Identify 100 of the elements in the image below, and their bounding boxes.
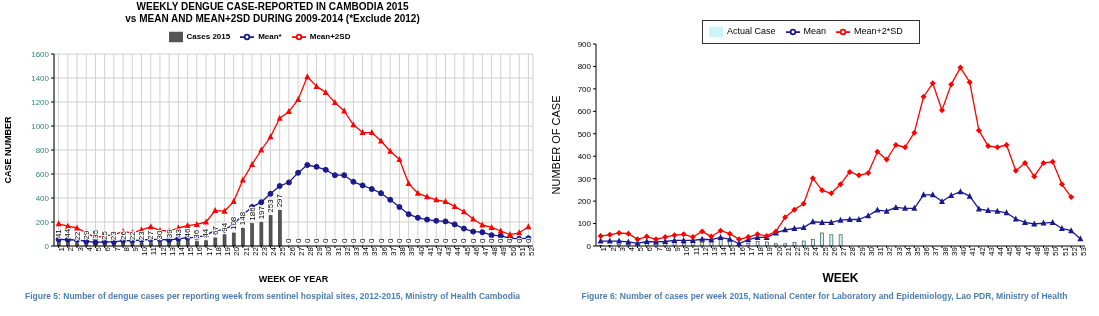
data-label: 35 [90,229,100,239]
x-tick-label: 40 [416,246,426,256]
data-label: 108 [229,216,239,231]
x-tick-label: 3 [617,246,627,252]
x-tick-label: 21 [241,246,251,256]
x-tick-label: 52 [1069,246,1079,256]
x-tick-label: 51 [1060,246,1070,256]
x-tick-label: 22 [250,246,260,256]
x-tick-label: 35 [370,246,380,256]
y-tick-label: 200 [35,217,50,227]
data-label: 23 [137,230,147,241]
data-label: 26 [118,230,128,240]
x-tick-label: 19 [223,246,233,256]
y-tick-label: 1000 [31,121,50,131]
x-tick-label: 48 [1032,246,1042,256]
data-label: 0 [422,238,432,243]
x-tick-label: 27 [839,246,849,256]
x-tick-label: 48 [490,246,500,256]
x-tick-label: 34 [903,246,913,256]
x-tick-label: 11 [149,246,159,256]
x-tick-label: 24 [811,246,821,256]
data-label: 27 [146,230,156,240]
x-tick-label: 6 [103,246,113,252]
x-tick-label: 15 [728,246,738,256]
x-tick-label: 20 [232,246,242,256]
data-label: 0 [358,238,368,243]
data-label: 148 [238,211,248,226]
x-tick-label: 7 [112,246,122,252]
x-tick-label: 18 [213,246,223,256]
y-tick-label: 500 [577,129,592,139]
data-label: 44 [201,228,211,238]
x-tick-label: 2 [66,246,76,252]
x-tick-label: 31 [876,246,886,256]
x-tick-label: 15 [186,246,196,256]
x-tick-label: 4 [84,246,94,252]
x-tick-label: 29 [315,246,325,256]
x-tick-label: 8 [663,246,673,252]
data-label: 29 [81,230,91,240]
data-label: 0 [505,238,515,243]
x-tick-label: 50 [508,246,518,256]
x-tick-label: 49 [499,246,509,256]
x-tick-label: 28 [306,246,315,256]
x-tick-label: 37 [388,246,398,256]
x-tick-label: 43 [444,246,454,256]
data-label: 25 [100,230,110,240]
x-tick-label: 9 [673,246,683,252]
data-label: 0 [312,238,322,243]
x-tick-label: 19 [765,246,775,256]
x-tick-label: 13 [167,246,177,256]
x-tick-label: 34 [361,246,371,256]
data-label: 0 [394,238,404,243]
x-tick-label: 42 [434,246,444,256]
x-tick-label: 43 [986,246,996,256]
x-tick-label: 2 [608,246,618,252]
x-tick-label: 25 [278,246,288,256]
data-label: 0 [514,238,524,243]
x-tick-label: 28 [848,246,858,256]
data-label: 22 [127,230,137,241]
legend-label: Cases 2015 [186,32,231,42]
x-tick-label: 13 [710,246,720,256]
y-tick-label: 1200 [31,97,50,107]
data-label: 44 [63,228,73,238]
x-tick-label: 12 [158,246,168,256]
x-tick-label: 35 [912,246,922,256]
data-label: 0 [477,238,487,243]
x-tick-label: 5 [636,246,646,252]
legend-label: Mean+2*SD [854,26,903,37]
x-tick-label: 10 [682,246,692,256]
y-tick-label: 600 [577,107,592,117]
x-tick-label: 45 [1005,246,1015,256]
x-tick-label: 10 [140,246,150,256]
x-tick-label: 32 [885,246,895,256]
x-tick-label: 5 [94,246,104,252]
y-axis-title: CASE NUMBER [3,116,14,184]
x-tick-label: 52 [527,246,537,256]
x-tick-label: 33 [894,246,904,256]
x-tick-label: 47 [1023,246,1033,256]
data-label: 0 [459,238,469,243]
y-tick-label: 300 [577,174,592,184]
x-tick-label: 17 [204,246,214,256]
x-tick-label: 26 [287,246,297,256]
data-label: 0 [431,238,441,243]
x-tick-label: 37 [931,246,941,256]
data-label: 41 [54,228,64,239]
caption: Figure 6: Number of cases per week 2015, National Center for Laboratory and Epidemiology, Lao PDR, Ministry of Health [580,291,1069,301]
x-tick-label: 42 [977,246,987,256]
y-tick-label: 100 [577,219,592,229]
legend-label: Mean* [258,32,282,42]
x-tick-label: 44 [996,246,1006,256]
data-label: 39 [164,228,174,239]
x-tick-label: 23 [802,246,812,256]
data-label: 0 [330,238,340,243]
x-tick-label: 32 [342,246,352,256]
chart-subtitle: vs MEAN AND MEAN+2SD DURING 2009-2014 (*Exclude 2012) [124,13,421,25]
x-axis-title: WEEK [822,271,859,285]
x-tick-label: 9 [130,246,140,252]
x-tick-label: 6 [645,246,655,252]
caption: Figure 5: Number of dengue cases per reporting week from sentinel hospital sites, 2012-2015, Ministry of Health Cambodia [24,291,521,301]
data-label: 0 [468,238,478,243]
data-label: 0 [496,238,506,243]
